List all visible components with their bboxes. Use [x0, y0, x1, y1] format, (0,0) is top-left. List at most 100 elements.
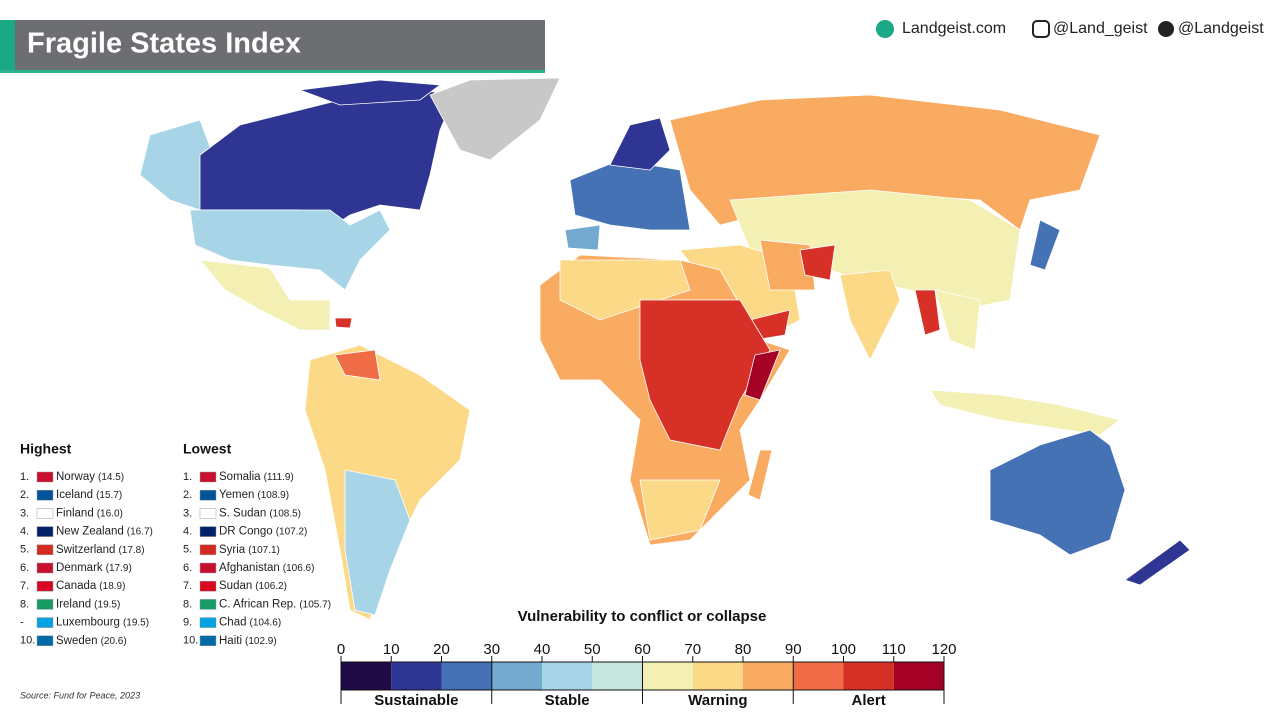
score: (111.9): [264, 472, 294, 483]
country: [934, 289, 981, 351]
country-name: Sudan (106.2): [219, 580, 287, 592]
legend: 0 10 20 30 40 50 60 70 80 90 100 110 120 Sustainable S…: [337, 641, 957, 709]
country: [914, 289, 941, 336]
flag: [36, 544, 54, 556]
country: [429, 77, 561, 161]
web-icon: [876, 20, 894, 38]
flag: [36, 617, 54, 628]
score: (108.5): [269, 508, 301, 519]
country-name: Switzerland (17.8): [56, 544, 145, 556]
country: [334, 349, 381, 381]
score: (108.9): [257, 490, 289, 501]
country: [334, 317, 353, 329]
country: [639, 479, 721, 541]
legend-swatch: [893, 662, 944, 690]
country: [569, 159, 691, 231]
name: Norway: [56, 471, 95, 483]
rank: -: [20, 617, 24, 629]
flag: [199, 544, 217, 556]
group-label: Sustainable: [374, 692, 458, 709]
rank: 3.: [183, 507, 192, 519]
legend-swatch: [341, 662, 392, 690]
name: Iceland: [56, 489, 93, 501]
country: [989, 429, 1126, 556]
flag: [36, 508, 54, 519]
score: (16.7): [127, 526, 153, 537]
title-bar: [15, 20, 545, 70]
country-name: Chad (104.6): [219, 617, 281, 629]
country: [344, 469, 411, 616]
flag: [36, 471, 54, 483]
rank: 1.: [183, 471, 192, 483]
score: (104.6): [250, 617, 282, 628]
score: (107.1): [248, 544, 280, 555]
score: (107.2): [276, 526, 308, 537]
rank: 10.: [20, 635, 35, 647]
country-name: Afghanistan (106.6): [219, 562, 314, 574]
rank: 2.: [20, 489, 29, 501]
legend-swatch: [743, 662, 794, 690]
rank: 9.: [183, 617, 192, 629]
legend-frame: [340, 661, 945, 691]
flag: [199, 617, 217, 628]
flag: [199, 471, 217, 483]
country: [199, 89, 456, 229]
rank: 4.: [20, 526, 29, 538]
name: Haiti: [219, 635, 242, 647]
country-name: Norway (14.5): [56, 471, 124, 483]
legend-swatch: [692, 662, 743, 690]
score: (102.9): [245, 635, 277, 646]
flag: [199, 489, 217, 501]
country: [747, 449, 773, 501]
country-name: Syria (107.1): [219, 544, 280, 556]
flag: [199, 599, 217, 610]
legend-swatch: [642, 662, 693, 690]
legend-tick-label: 80: [735, 641, 752, 658]
country-name: Canada (18.9): [56, 580, 125, 592]
name: Finland: [56, 507, 94, 519]
country-name: Denmark (17.9): [56, 562, 132, 574]
flag: [36, 562, 54, 574]
score: (19.5): [94, 599, 120, 610]
country: [639, 299, 771, 451]
name: Switzerland: [56, 544, 115, 556]
flag: [36, 526, 54, 537]
score: (19.5): [123, 617, 149, 628]
legend-tick-label: 70: [684, 641, 701, 658]
source: Source: Fund for Peace, 2023: [20, 690, 140, 700]
country-name: Finland (16.0): [56, 507, 123, 519]
country-name: Ireland (19.5): [56, 598, 120, 610]
flag: [199, 562, 217, 574]
group-label: Warning: [688, 692, 747, 709]
name: Syria: [219, 544, 246, 556]
legend-swatch: [491, 662, 542, 690]
country: [839, 269, 901, 361]
score: (106.2): [255, 581, 287, 592]
link[interactable]: @Land_geist: [1053, 20, 1148, 37]
legend-tick-label: 90: [785, 641, 802, 658]
country: [609, 117, 671, 171]
instagram-icon: [1032, 20, 1050, 38]
name: Denmark: [56, 562, 103, 574]
link[interactable]: Landgeist.com: [902, 20, 1006, 37]
list-title: Highest: [20, 441, 72, 457]
country: [744, 349, 781, 401]
group-label: Stable: [545, 692, 590, 709]
link[interactable]: @Landgeist: [1178, 20, 1264, 37]
country-name: C. African Rep. (105.7): [219, 598, 331, 610]
legend-tick-label: 100: [831, 641, 856, 658]
world-map: [139, 77, 1191, 621]
rank: 8.: [20, 598, 29, 610]
rank: 4.: [183, 526, 192, 538]
name: Somalia: [219, 471, 261, 483]
legend-tick-label: 110: [882, 641, 906, 658]
flag: [199, 508, 217, 519]
legend-tick-label: 10: [383, 641, 400, 658]
country: [564, 224, 601, 251]
name: Sweden: [56, 635, 98, 647]
legend-tick-label: 0: [337, 641, 345, 658]
legend-swatch: [843, 662, 894, 690]
rank: 7.: [183, 580, 192, 592]
list-title: Lowest: [183, 441, 232, 457]
legend-swatch: [542, 662, 593, 690]
